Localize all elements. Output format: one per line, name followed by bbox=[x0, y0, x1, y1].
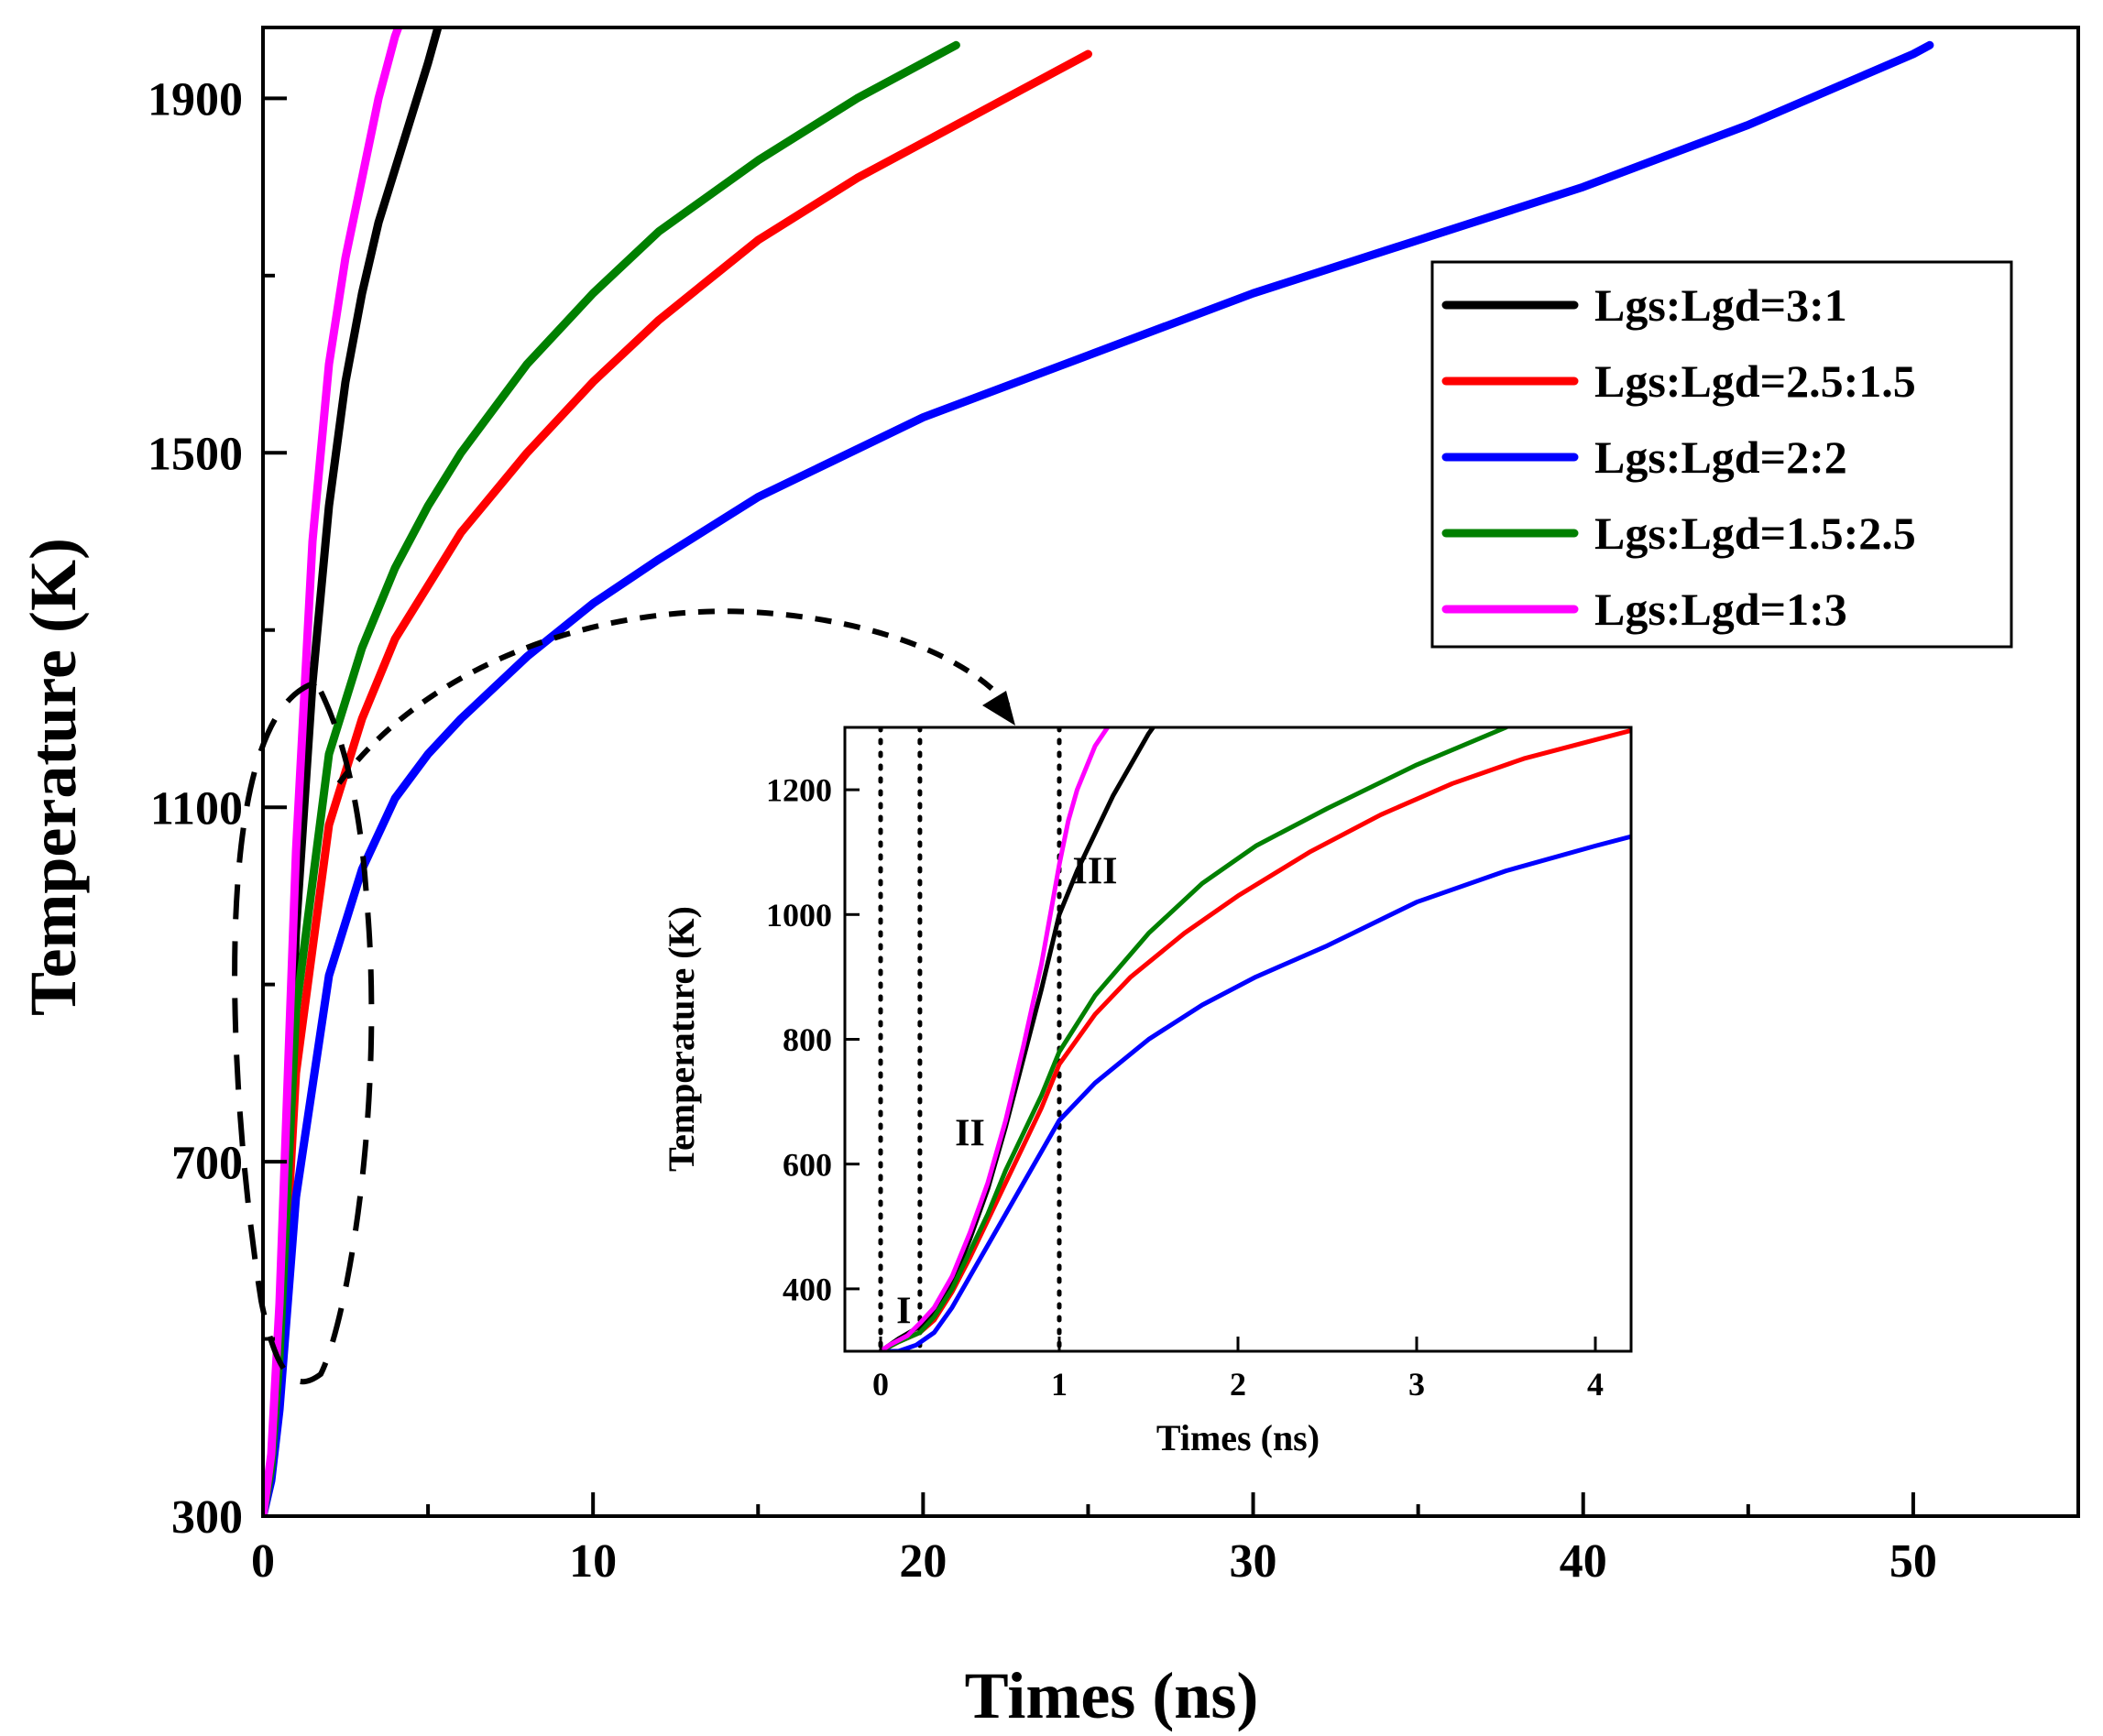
main-y-tick-label: 1100 bbox=[150, 782, 243, 835]
main-plot-frame bbox=[261, 26, 2080, 1518]
zoom-ellipse bbox=[232, 679, 375, 1385]
legend-label-lgs-lgd-1-5-2-5: Lgs:Lgd=1.5:2.5 bbox=[1594, 508, 1916, 559]
inset-x-tick-label: 4 bbox=[1587, 1366, 1604, 1403]
inset-y-tick-label: 400 bbox=[783, 1272, 832, 1308]
legend: Lgs:Lgd=3:1 Lgs:Lgd=2.5:1.5 Lgs:Lgd=2:2 Lgs… bbox=[1430, 260, 2013, 649]
inset-region-label: II bbox=[955, 1112, 985, 1154]
main-x-axis-title: Times (ns) bbox=[965, 1659, 1259, 1732]
inset-x-tick-label: 2 bbox=[1230, 1366, 1246, 1403]
inset-y-tick-label: 800 bbox=[783, 1021, 832, 1058]
inset-y-tick-label: 1000 bbox=[766, 897, 832, 934]
main-y-tick-label: 300 bbox=[171, 1491, 243, 1544]
legend-label-lgs-lgd-1-3: Lgs:Lgd=1:3 bbox=[1594, 584, 1847, 635]
legend-label-lgs-lgd-2-5-1-5: Lgs:Lgd=2.5:1.5 bbox=[1594, 355, 1916, 407]
inset-y-axis-title: Temperature (K) bbox=[661, 906, 702, 1172]
main-x-tick-label: 20 bbox=[899, 1535, 947, 1588]
main-x-tick-label: 30 bbox=[1230, 1535, 1277, 1588]
main-y-axis-title: Temperature (K) bbox=[16, 538, 90, 1016]
inset-x-tick-label: 1 bbox=[1051, 1366, 1068, 1403]
zoom-annotation bbox=[232, 608, 1015, 1385]
main-x-tick-label: 50 bbox=[1889, 1535, 1937, 1588]
inset-series-lgs-lgd-1-3 bbox=[878, 727, 1111, 1351]
inset-region-label: III bbox=[1072, 850, 1117, 892]
main-x-tick-label: 10 bbox=[569, 1535, 617, 1588]
inset-y-tick-label: 1200 bbox=[766, 772, 832, 809]
legend-label-lgs-lgd-2-2: Lgs:Lgd=2:2 bbox=[1594, 431, 1847, 483]
main-y-tick-label: 700 bbox=[171, 1137, 243, 1189]
main-x-tick-label: 0 bbox=[251, 1535, 275, 1588]
main-series-group bbox=[263, 27, 1934, 1516]
zoom-arrow-curve bbox=[336, 608, 1011, 785]
main-y-tick-label: 1500 bbox=[148, 428, 243, 480]
main-series-lgs-lgd-2-2 bbox=[263, 40, 1934, 1516]
legend-label-lgs-lgd-3-1: Lgs:Lgd=3:1 bbox=[1594, 279, 1847, 331]
inset-x-tick-label: 3 bbox=[1408, 1366, 1425, 1403]
zoom-arrowhead bbox=[982, 691, 1015, 726]
inset-x-tick-label: 0 bbox=[872, 1366, 889, 1403]
main-x-tick-label: 40 bbox=[1560, 1535, 1607, 1588]
main-y-tick-label: 1900 bbox=[148, 74, 243, 126]
inset-series-group bbox=[878, 727, 1631, 1351]
inset-series-lgs-lgd-1-5-2-5 bbox=[878, 727, 1508, 1351]
inset-region-label: I bbox=[896, 1290, 911, 1332]
inset-series-lgs-lgd-2-2 bbox=[878, 834, 1631, 1351]
inset-y-tick-label: 600 bbox=[783, 1146, 832, 1183]
inset-x-axis-title: Times (ns) bbox=[1156, 1417, 1320, 1458]
